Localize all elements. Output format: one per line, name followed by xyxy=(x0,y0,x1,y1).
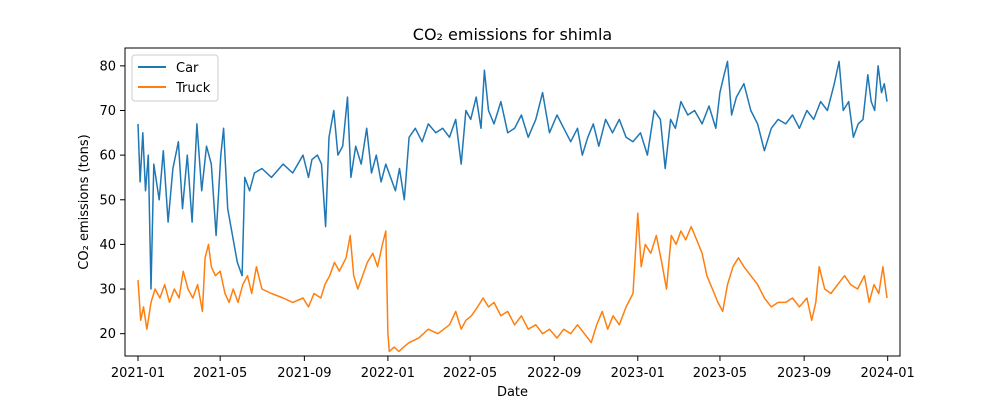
x-tick-label: 2023-01 xyxy=(611,366,665,381)
x-tick-label: 2024-01 xyxy=(861,366,915,381)
y-axis: 20 30 40 50 60 70 80 xyxy=(99,59,125,342)
series-line-truck xyxy=(137,212,888,353)
x-axis-title: Date xyxy=(497,385,528,400)
plot-frame xyxy=(124,47,901,357)
x-tick-label: 2021-01 xyxy=(111,366,165,381)
plot-area xyxy=(137,60,888,353)
x-tick-label: 2022-01 xyxy=(361,366,415,381)
y-axis-title: CO₂ emissions (tons) xyxy=(77,134,92,269)
legend-label-truck: Truck xyxy=(175,81,211,96)
x-tick-label: 2023-05 xyxy=(693,366,747,381)
legend: Car Truck xyxy=(131,54,219,102)
y-tick-label: 70 xyxy=(99,104,116,119)
y-tick-label: 60 xyxy=(99,149,116,164)
y-tick-label: 40 xyxy=(99,238,116,253)
y-tick-label: 80 xyxy=(99,59,116,74)
series-line-car xyxy=(137,60,888,290)
legend-label-car: Car xyxy=(176,61,199,76)
x-tick-label: 2023-09 xyxy=(777,366,831,381)
x-axis: 2021-01 2021-05 2021-09 2022-01 2022-05 2022-… xyxy=(111,356,915,381)
x-tick-label: 2022-05 xyxy=(443,366,497,381)
x-tick-label: 2021-09 xyxy=(277,366,331,381)
chart-title: CO₂ emissions for shimla xyxy=(413,25,612,44)
x-tick-label: 2022-09 xyxy=(527,366,581,381)
y-tick-label: 20 xyxy=(99,327,116,342)
x-tick-label: 2021-05 xyxy=(193,366,247,381)
y-tick-label: 50 xyxy=(99,193,116,208)
y-tick-label: 30 xyxy=(99,283,116,298)
